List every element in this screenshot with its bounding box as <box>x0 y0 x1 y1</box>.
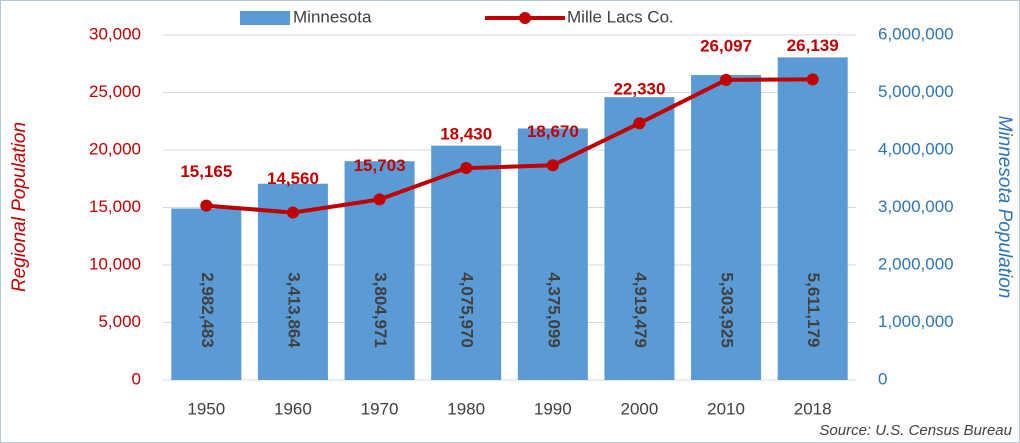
x-tick-label: 2018 <box>794 399 832 418</box>
bar <box>604 97 675 381</box>
x-tick-label: 1980 <box>447 399 485 418</box>
legend-label: Mille Lacs Co. <box>567 7 674 26</box>
y2-tick-label: 3,000,000 <box>878 197 954 216</box>
source-note: Source: U.S. Census Bureau <box>819 422 1012 439</box>
y-tick-label: 20,000 <box>89 139 141 158</box>
line-value-label: 15,703 <box>354 156 406 175</box>
line-value-label: 22,330 <box>613 80 665 99</box>
y-axis-title: Regional Population <box>9 122 30 292</box>
line-marker <box>373 193 386 206</box>
line-marker <box>200 199 213 212</box>
y-tick-label: 25,000 <box>89 82 141 101</box>
x-tick-label: 2000 <box>621 399 659 418</box>
x-tick-label: 1950 <box>187 399 225 418</box>
bar <box>171 208 242 380</box>
line-marker <box>806 73 819 86</box>
legend-marker <box>519 12 531 24</box>
bar <box>691 75 762 380</box>
line-marker <box>633 117 646 130</box>
x-tick-label: 1970 <box>361 399 399 418</box>
x-tick-label: 1960 <box>274 399 312 418</box>
y-tick-label: 15,000 <box>89 197 141 216</box>
line <box>206 77 813 215</box>
bar-value-label: 2,982,483 <box>198 272 217 348</box>
line-value-label: 15,165 <box>180 162 232 181</box>
line-marker <box>720 73 733 86</box>
legend-swatch <box>240 11 290 25</box>
y2-tick-label: 0 <box>878 369 887 388</box>
y-tick-label: 10,000 <box>89 254 141 273</box>
y-tick-label: 30,000 <box>89 24 141 43</box>
bar-value-label: 3,804,971 <box>371 272 390 348</box>
bar-value-label: 4,919,479 <box>631 272 650 348</box>
bar <box>777 57 848 380</box>
bar-value-label: 5,303,925 <box>718 272 737 348</box>
line-marker <box>546 159 559 172</box>
bar-value-label: 4,375,099 <box>544 272 563 348</box>
bar-value-label: 4,075,970 <box>458 272 477 348</box>
line-marker <box>286 206 299 219</box>
y-tick-label: 0 <box>132 369 141 388</box>
line-value-label: 26,139 <box>787 36 839 55</box>
y2-tick-label: 2,000,000 <box>878 254 954 273</box>
line-value-label: 18,670 <box>527 122 579 141</box>
line-value-label: 26,097 <box>700 36 752 55</box>
y2-axis-title: Minnesota Population <box>994 116 1015 299</box>
legend-label: Minnesota <box>293 7 372 26</box>
y2-tick-label: 1,000,000 <box>878 312 954 331</box>
bar <box>431 145 502 380</box>
bar-value-label: 3,413,864 <box>284 272 303 348</box>
x-tick-label: 2010 <box>707 399 745 418</box>
y-tick-label: 5,000 <box>98 312 141 331</box>
y2-tick-label: 5,000,000 <box>878 82 954 101</box>
bar-value-label: 5,611,179 <box>804 273 823 348</box>
line-value-label: 18,430 <box>440 125 492 144</box>
y2-tick-label: 4,000,000 <box>878 139 954 158</box>
line-value-label: 14,560 <box>267 169 319 188</box>
x-tick-label: 1990 <box>534 399 572 418</box>
y2-tick-label: 6,000,000 <box>878 24 954 43</box>
line-marker <box>460 162 473 175</box>
